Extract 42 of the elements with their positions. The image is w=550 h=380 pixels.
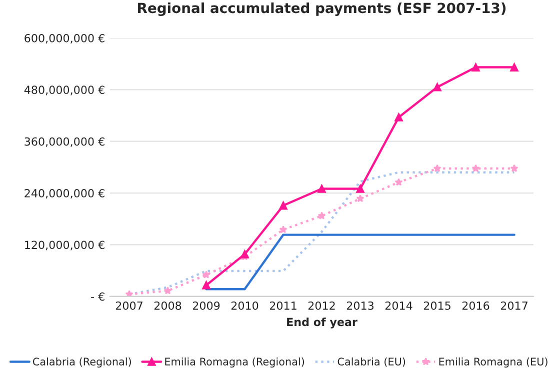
legend-label: Calabria (Regional) <box>32 357 131 368</box>
y-tick-label: 120,000,000 € <box>25 240 104 250</box>
point <box>356 194 364 202</box>
point <box>394 113 403 122</box>
point <box>164 286 172 294</box>
point <box>279 201 288 210</box>
point <box>240 250 249 258</box>
y-tick-label: 600,000,000 € <box>24 34 104 44</box>
x-tick-label: 2014 <box>385 301 412 310</box>
x-tick-label: 2010 <box>231 301 258 310</box>
x-tick-label: 2011 <box>270 301 296 310</box>
point <box>356 184 364 193</box>
x-tick-label: 2007 <box>116 301 142 310</box>
point <box>318 184 326 193</box>
point <box>202 270 210 278</box>
point <box>318 212 326 220</box>
point <box>472 164 480 172</box>
point <box>394 178 403 186</box>
point <box>125 290 134 296</box>
point <box>472 63 480 72</box>
point <box>510 164 518 172</box>
y-tick-label: - € <box>91 292 104 301</box>
point <box>433 82 442 92</box>
y-tick-label: 480,000,000 € <box>24 86 104 96</box>
legend-label: Calabria (EU) <box>338 357 406 367</box>
y-tick-label: 240,000,000 € <box>24 189 104 199</box>
y-tick-label: 360,000,000 € <box>24 137 104 147</box>
legend-label: Emilia Romagna (EU) <box>439 357 548 368</box>
x-tick-label: 2016 <box>462 301 490 310</box>
legend-label: Emilia Romagna (Regional) <box>165 357 304 368</box>
point <box>510 63 518 72</box>
chart-title: Regional accumulated payments (ESF 2007-13) <box>138 2 506 16</box>
x-tick-label: 2009 <box>192 301 220 310</box>
x-tick-label: 2012 <box>308 301 335 310</box>
x-axis-title: End of year <box>287 318 358 328</box>
x-tick-label: 2013 <box>346 301 374 310</box>
point <box>279 225 288 234</box>
point <box>433 164 442 172</box>
x-tick-label: 2017 <box>500 301 528 310</box>
point <box>202 281 210 290</box>
x-tick-label: 2008 <box>154 301 182 310</box>
x-tick-label: 2015 <box>424 301 450 310</box>
